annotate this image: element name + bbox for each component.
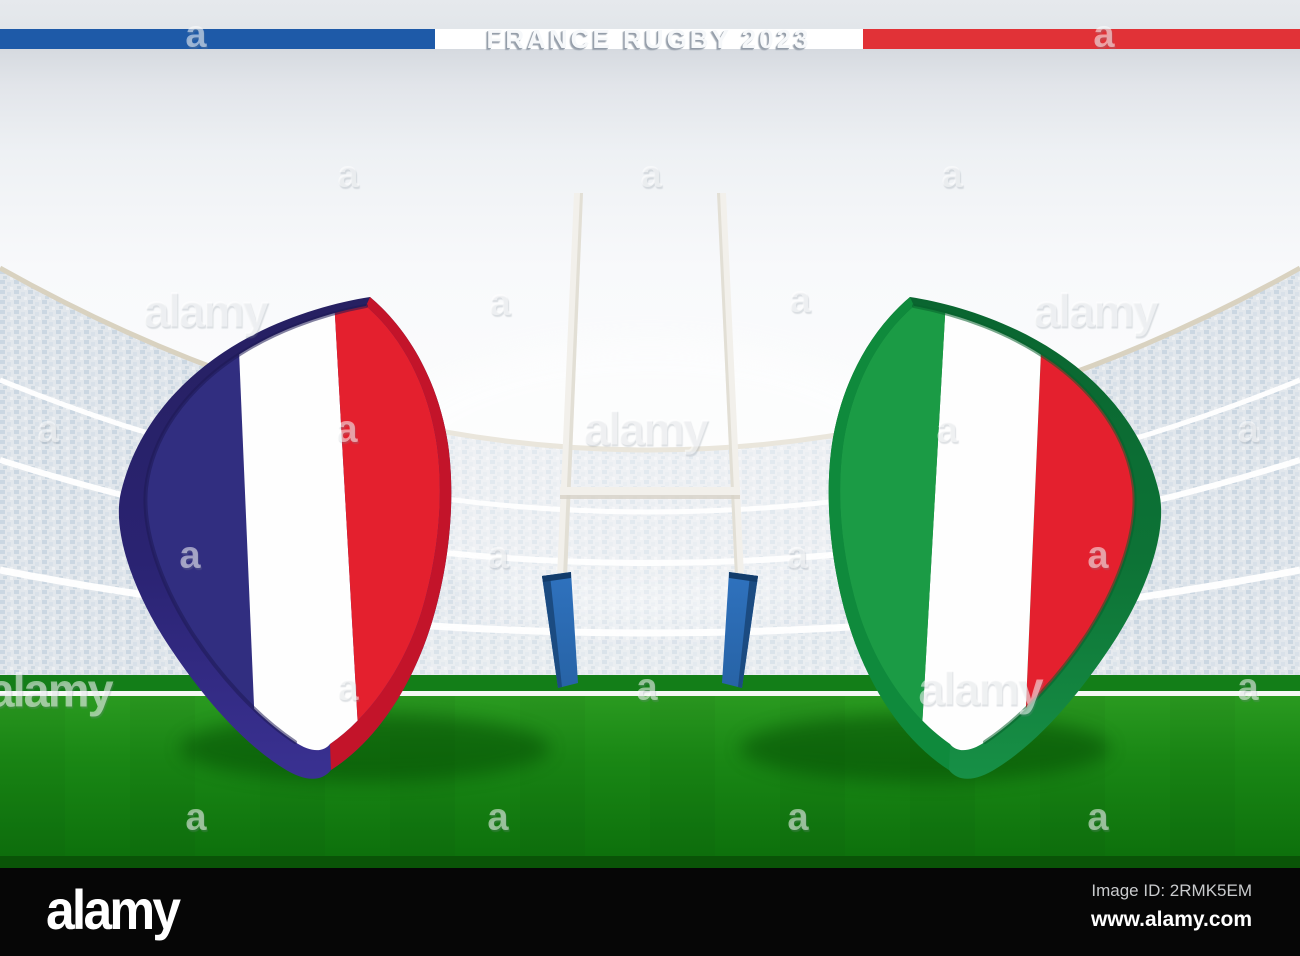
france-ball-red-rim (330, 297, 452, 770)
france-flag-rugby-ball-icon (118, 297, 452, 779)
mow-stripes (0, 696, 1300, 868)
banner-white-stripe: FRANCE RUGBY 2023 (435, 24, 863, 54)
italy-white-stripe (918, 306, 1044, 751)
website-url: www.alamy.com (1090, 908, 1252, 931)
italy-green-stripe (840, 306, 947, 751)
france-ball-crease (143, 304, 368, 744)
image-id: Image ID: 2RMK5EM (1091, 881, 1252, 900)
crossbar (560, 487, 740, 495)
right-post-shade (717, 193, 738, 577)
footer-credits: Image ID: 2RMK5EM www.alamy.com (1091, 881, 1252, 932)
header-banner: FRANCE RUGBY 2023 (0, 24, 1300, 54)
banner-red-stripe (863, 29, 1300, 49)
field-dark-edge (0, 856, 1300, 868)
italy-ball-crease (912, 304, 1137, 744)
center-glow (360, 340, 940, 620)
left-post-pad (542, 572, 578, 688)
banner-blue-stripe (0, 29, 435, 49)
france-red-stripe (333, 306, 440, 751)
footer-bar: alamy Image ID: 2RMK5EM www.alamy.com (0, 868, 1300, 956)
left-post-shade (563, 193, 583, 577)
rugby-field (0, 675, 1300, 868)
field-white-line (0, 691, 1300, 696)
banner-title: FRANCE RUGBY 2023 (486, 24, 812, 54)
rugby-goal-posts (542, 193, 758, 688)
right-post-pad (722, 572, 758, 688)
alamy-logo: alamy (46, 877, 181, 941)
italy-flag-rugby-ball-icon (828, 297, 1162, 779)
crossbar-shadow (560, 495, 740, 499)
france-white-stripe (236, 306, 362, 751)
italy-ball-green-rim (828, 297, 950, 770)
